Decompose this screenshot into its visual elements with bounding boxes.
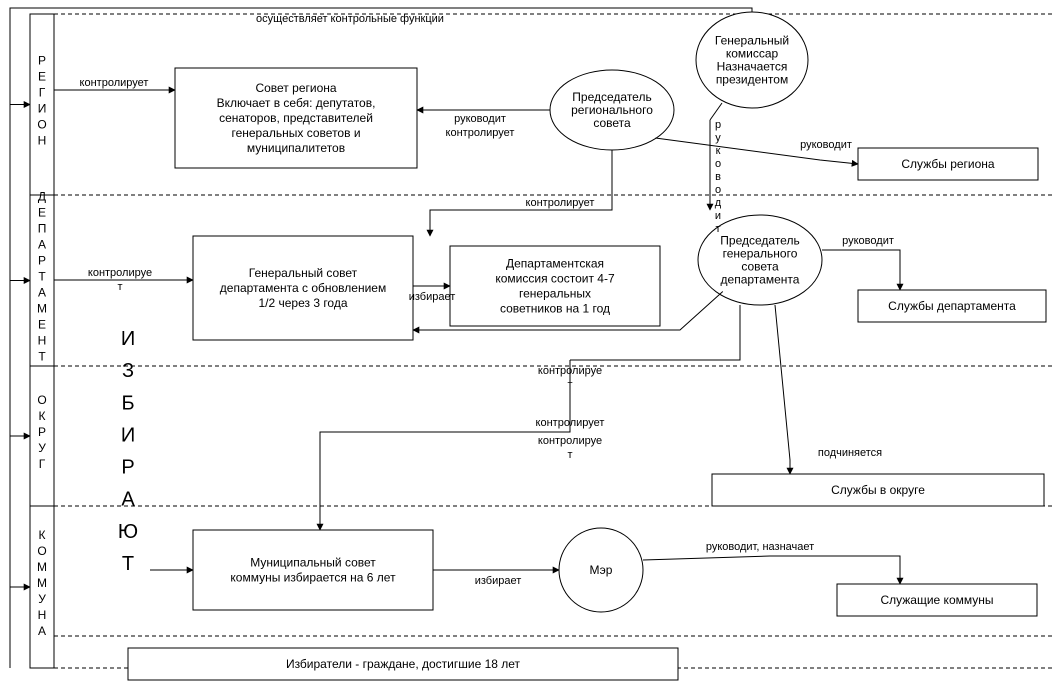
svg-text:М: М — [37, 576, 47, 590]
svg-text:д: д — [715, 197, 722, 209]
svg-text:Р: Р — [121, 457, 134, 479]
svg-text:Е: Е — [38, 318, 46, 332]
svg-text:президентом: президентом — [716, 73, 788, 87]
svg-text:О: О — [37, 393, 46, 407]
svg-text:Г: Г — [39, 86, 46, 100]
svg-text:сенаторов, представителей: сенаторов, представителей — [219, 111, 373, 125]
svg-text:о: о — [715, 158, 721, 170]
svg-text:Д: Д — [38, 190, 46, 204]
svg-text:контролируе: контролируе — [88, 267, 152, 279]
svg-text:руководит, назначает: руководит, назначает — [706, 541, 814, 553]
svg-text:Н: Н — [38, 334, 47, 348]
svg-text:Службы в округе: Службы в округе — [831, 483, 925, 497]
svg-text:т: т — [715, 223, 720, 235]
svg-text:Т: Т — [38, 350, 46, 364]
svg-text:З: З — [122, 360, 134, 382]
svg-text:контролирует: контролирует — [446, 127, 515, 139]
svg-text:Генеральный: Генеральный — [715, 34, 789, 48]
svg-text:контролирует: контролирует — [526, 197, 595, 209]
svg-text:контролирует: контролирует — [536, 417, 605, 429]
svg-text:руководит: руководит — [800, 139, 852, 151]
svg-text:Т: Т — [122, 553, 134, 575]
svg-text:руководит: руководит — [842, 235, 894, 247]
svg-text:р: р — [715, 119, 721, 131]
svg-text:о: о — [715, 184, 721, 196]
svg-text:М: М — [37, 560, 47, 574]
svg-text:Б: Б — [121, 392, 134, 414]
svg-text:генеральных советов и: генеральных советов и — [231, 126, 360, 140]
svg-text:департамента с обновлением: департамента с обновлением — [220, 281, 386, 295]
svg-text:советников на 1 год: советников на 1 год — [500, 302, 610, 316]
svg-text:А: А — [38, 286, 46, 300]
svg-text:руководит: руководит — [454, 113, 506, 125]
svg-text:И: И — [38, 102, 47, 116]
svg-text:Н: Н — [38, 134, 47, 148]
svg-text:А: А — [121, 489, 135, 511]
big-vertical-text: ИЗБИРАЮТ — [118, 328, 138, 575]
svg-text:муниципалитетов: муниципалитетов — [247, 141, 345, 155]
svg-text:А: А — [38, 624, 46, 638]
svg-text:Г: Г — [39, 457, 46, 471]
svg-text:Генеральный совет: Генеральный совет — [249, 266, 358, 280]
svg-text:осуществляет контрольные функц: осуществляет контрольные функции — [256, 13, 444, 25]
svg-text:Муниципальный совет: Муниципальный совет — [250, 556, 376, 570]
svg-text:в: в — [715, 171, 721, 183]
svg-text:К: К — [39, 409, 46, 423]
svg-text:И: И — [121, 424, 135, 446]
svg-text:Председатель: Председатель — [720, 234, 799, 248]
svg-text:О: О — [37, 118, 46, 132]
svg-text:Р: Р — [38, 54, 46, 68]
svg-text:генеральных: генеральных — [519, 287, 591, 301]
svg-text:А: А — [38, 238, 46, 252]
svg-text:и: и — [715, 210, 721, 222]
svg-text:1/2 через 3 года: 1/2 через 3 года — [258, 296, 347, 310]
svg-text:Н: Н — [38, 608, 47, 622]
svg-text:комиссар: комиссар — [726, 47, 779, 61]
svg-text:коммуны избирается на 6 лет: коммуны избирается на 6 лет — [230, 571, 396, 585]
svg-text:у: у — [715, 132, 721, 144]
svg-text:Т: Т — [38, 270, 46, 284]
svg-text:т: т — [117, 281, 122, 293]
svg-text:регионального: регионального — [571, 103, 653, 117]
svg-text:совета: совета — [593, 116, 631, 130]
svg-text:комиссия состоит 4-7: комиссия состоит 4-7 — [495, 272, 615, 286]
svg-text:О: О — [37, 544, 46, 558]
svg-text:У: У — [38, 441, 46, 455]
svg-text:Е: Е — [38, 206, 46, 220]
svg-text:Е: Е — [38, 70, 46, 84]
svg-text:Назначается: Назначается — [717, 60, 788, 74]
svg-text:Мэр: Мэр — [590, 563, 613, 577]
svg-text:Службы департамента: Службы департамента — [888, 299, 1016, 313]
svg-text:избирает: избирает — [409, 291, 456, 303]
svg-text:Включает в себя: депутатов,: Включает в себя: депутатов, — [217, 96, 376, 110]
svg-text:контролируе: контролируе — [538, 435, 602, 447]
svg-text:М: М — [37, 302, 47, 316]
svg-text:т: т — [567, 449, 572, 461]
svg-text:контролирует: контролирует — [80, 77, 149, 89]
svg-text:П: П — [38, 222, 47, 236]
svg-text:Департаментская: Департаментская — [506, 257, 604, 271]
svg-text:Председатель: Председатель — [572, 90, 651, 104]
svg-text:Р: Р — [38, 425, 46, 439]
org-diagram: РЕГИОНДЕПАРТАМЕНТОКРУГКОММУНА ИЗБИРАЮТ С… — [0, 0, 1056, 690]
svg-text:избирает: избирает — [475, 575, 522, 587]
svg-text:Ю: Ю — [118, 521, 138, 543]
svg-text:генерального: генерального — [723, 247, 798, 261]
svg-text:У: У — [38, 592, 46, 606]
svg-text:Служащие коммуны: Служащие коммуны — [880, 593, 993, 607]
svg-text:к: к — [716, 145, 721, 157]
svg-text:подчиняется: подчиняется — [818, 447, 882, 459]
svg-text:Совет региона: Совет региона — [255, 81, 336, 95]
svg-text:Избиратели - граждане, достигш: Избиратели - граждане, достигшие 18 лет — [286, 657, 521, 671]
svg-text:Службы региона: Службы региона — [901, 157, 995, 171]
diagram-nodes: Совет регионаВключает в себя: депутатов,… — [128, 12, 1046, 680]
svg-text:И: И — [121, 328, 135, 350]
left-spine — [10, 14, 30, 668]
level-label-boxes: РЕГИОНДЕПАРТАМЕНТОКРУГКОММУНА — [30, 14, 54, 668]
svg-text:совета: совета — [741, 260, 779, 274]
svg-text:К: К — [39, 528, 46, 542]
svg-text:Р: Р — [38, 254, 46, 268]
svg-text:департамента: департамента — [721, 273, 800, 287]
